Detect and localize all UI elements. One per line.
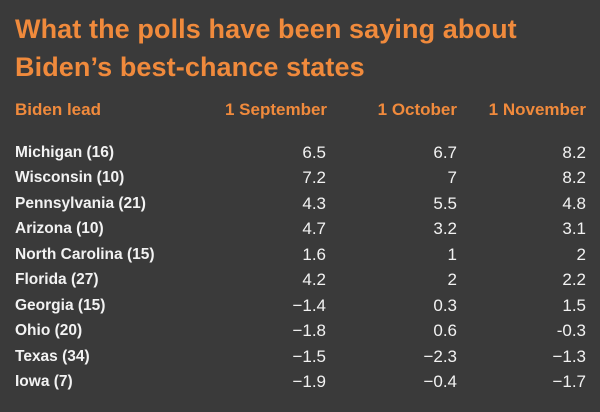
state-label: Arizona (10) (15, 220, 104, 238)
header-row: Biden lead 1 September 1 October 1 Novem… (15, 100, 586, 126)
table-row: Texas (34) −1.5 −2.3 −1.3 (15, 344, 586, 370)
state-label: Iowa (7) (15, 373, 73, 391)
november-value: 8.2 (562, 168, 586, 188)
september-value: −1.8 (292, 321, 326, 341)
state-label: North Carolina (15) (15, 245, 155, 263)
september-value: 4.7 (302, 219, 326, 239)
november-value: 4.8 (562, 193, 586, 213)
october-value: 2 (447, 270, 457, 290)
table-row: Pennsylvania (21) 4.3 5.5 4.8 (15, 191, 586, 217)
column-header-september: 1 September (225, 100, 328, 119)
october-value: 7 (447, 168, 457, 188)
november-value: −1.3 (552, 346, 586, 366)
state-label: Florida (27) (15, 271, 99, 289)
september-value: 6.5 (302, 142, 326, 162)
november-value: 2.2 (562, 270, 586, 290)
header-spacer (15, 126, 586, 140)
state-label: Michigan (16) (15, 143, 115, 161)
column-header-biden-lead: Biden lead (15, 100, 101, 119)
table-row: Ohio (20) −1.8 0.6 -0.3 (15, 319, 586, 345)
november-value: 1.5 (562, 295, 586, 315)
november-value: 3.1 (562, 219, 586, 239)
table-body: Michigan (16) 6.5 6.7 8.2 Wisconsin (10) 7.2 7… (15, 126, 586, 395)
table-row: Wisconsin (10) 7.2 7 8.2 (15, 166, 586, 192)
october-value: −2.3 (423, 346, 457, 366)
state-label: Ohio (20) (15, 322, 83, 340)
table-row: Florida (27) 4.2 2 2.2 (15, 268, 586, 294)
october-value: 5.5 (433, 193, 457, 213)
column-header-october: 1 October (377, 100, 457, 119)
state-label: Wisconsin (10) (15, 169, 125, 187)
september-value: 1.6 (302, 244, 326, 264)
september-value: −1.4 (292, 295, 326, 315)
october-value: 0.3 (433, 295, 457, 315)
state-label: Georgia (15) (15, 296, 106, 314)
october-value: 1 (447, 244, 457, 264)
october-value: 6.7 (433, 142, 457, 162)
september-value: −1.9 (292, 372, 326, 392)
september-value: 4.3 (302, 193, 326, 213)
chart-title: What the polls have been saying about Bi… (15, 14, 517, 82)
november-value: −1.7 (552, 372, 586, 392)
october-value: 3.2 (433, 219, 457, 239)
polls-table: Biden lead 1 September 1 October 1 Novem… (15, 100, 586, 395)
column-header-november: 1 November (488, 100, 586, 119)
table-row: Georgia (15) −1.4 0.3 1.5 (15, 293, 586, 319)
state-label: Texas (34) (15, 347, 90, 365)
october-value: −0.4 (423, 372, 457, 392)
september-value: 7.2 (302, 168, 326, 188)
september-value: 4.2 (302, 270, 326, 290)
september-value: −1.5 (292, 346, 326, 366)
november-value: -0.3 (556, 321, 586, 341)
table-row: Arizona (10) 4.7 3.2 3.1 (15, 217, 586, 243)
table-row: Michigan (16) 6.5 6.7 8.2 (15, 140, 586, 166)
state-label: Pennsylvania (21) (15, 194, 146, 212)
november-value: 8.2 (562, 142, 586, 162)
october-value: 0.6 (433, 321, 457, 341)
table-row: North Carolina (15) 1.6 1 2 (15, 242, 586, 268)
november-value: 2 (576, 244, 586, 264)
table-row: Iowa (7) −1.9 −0.4 −1.7 (15, 370, 586, 396)
